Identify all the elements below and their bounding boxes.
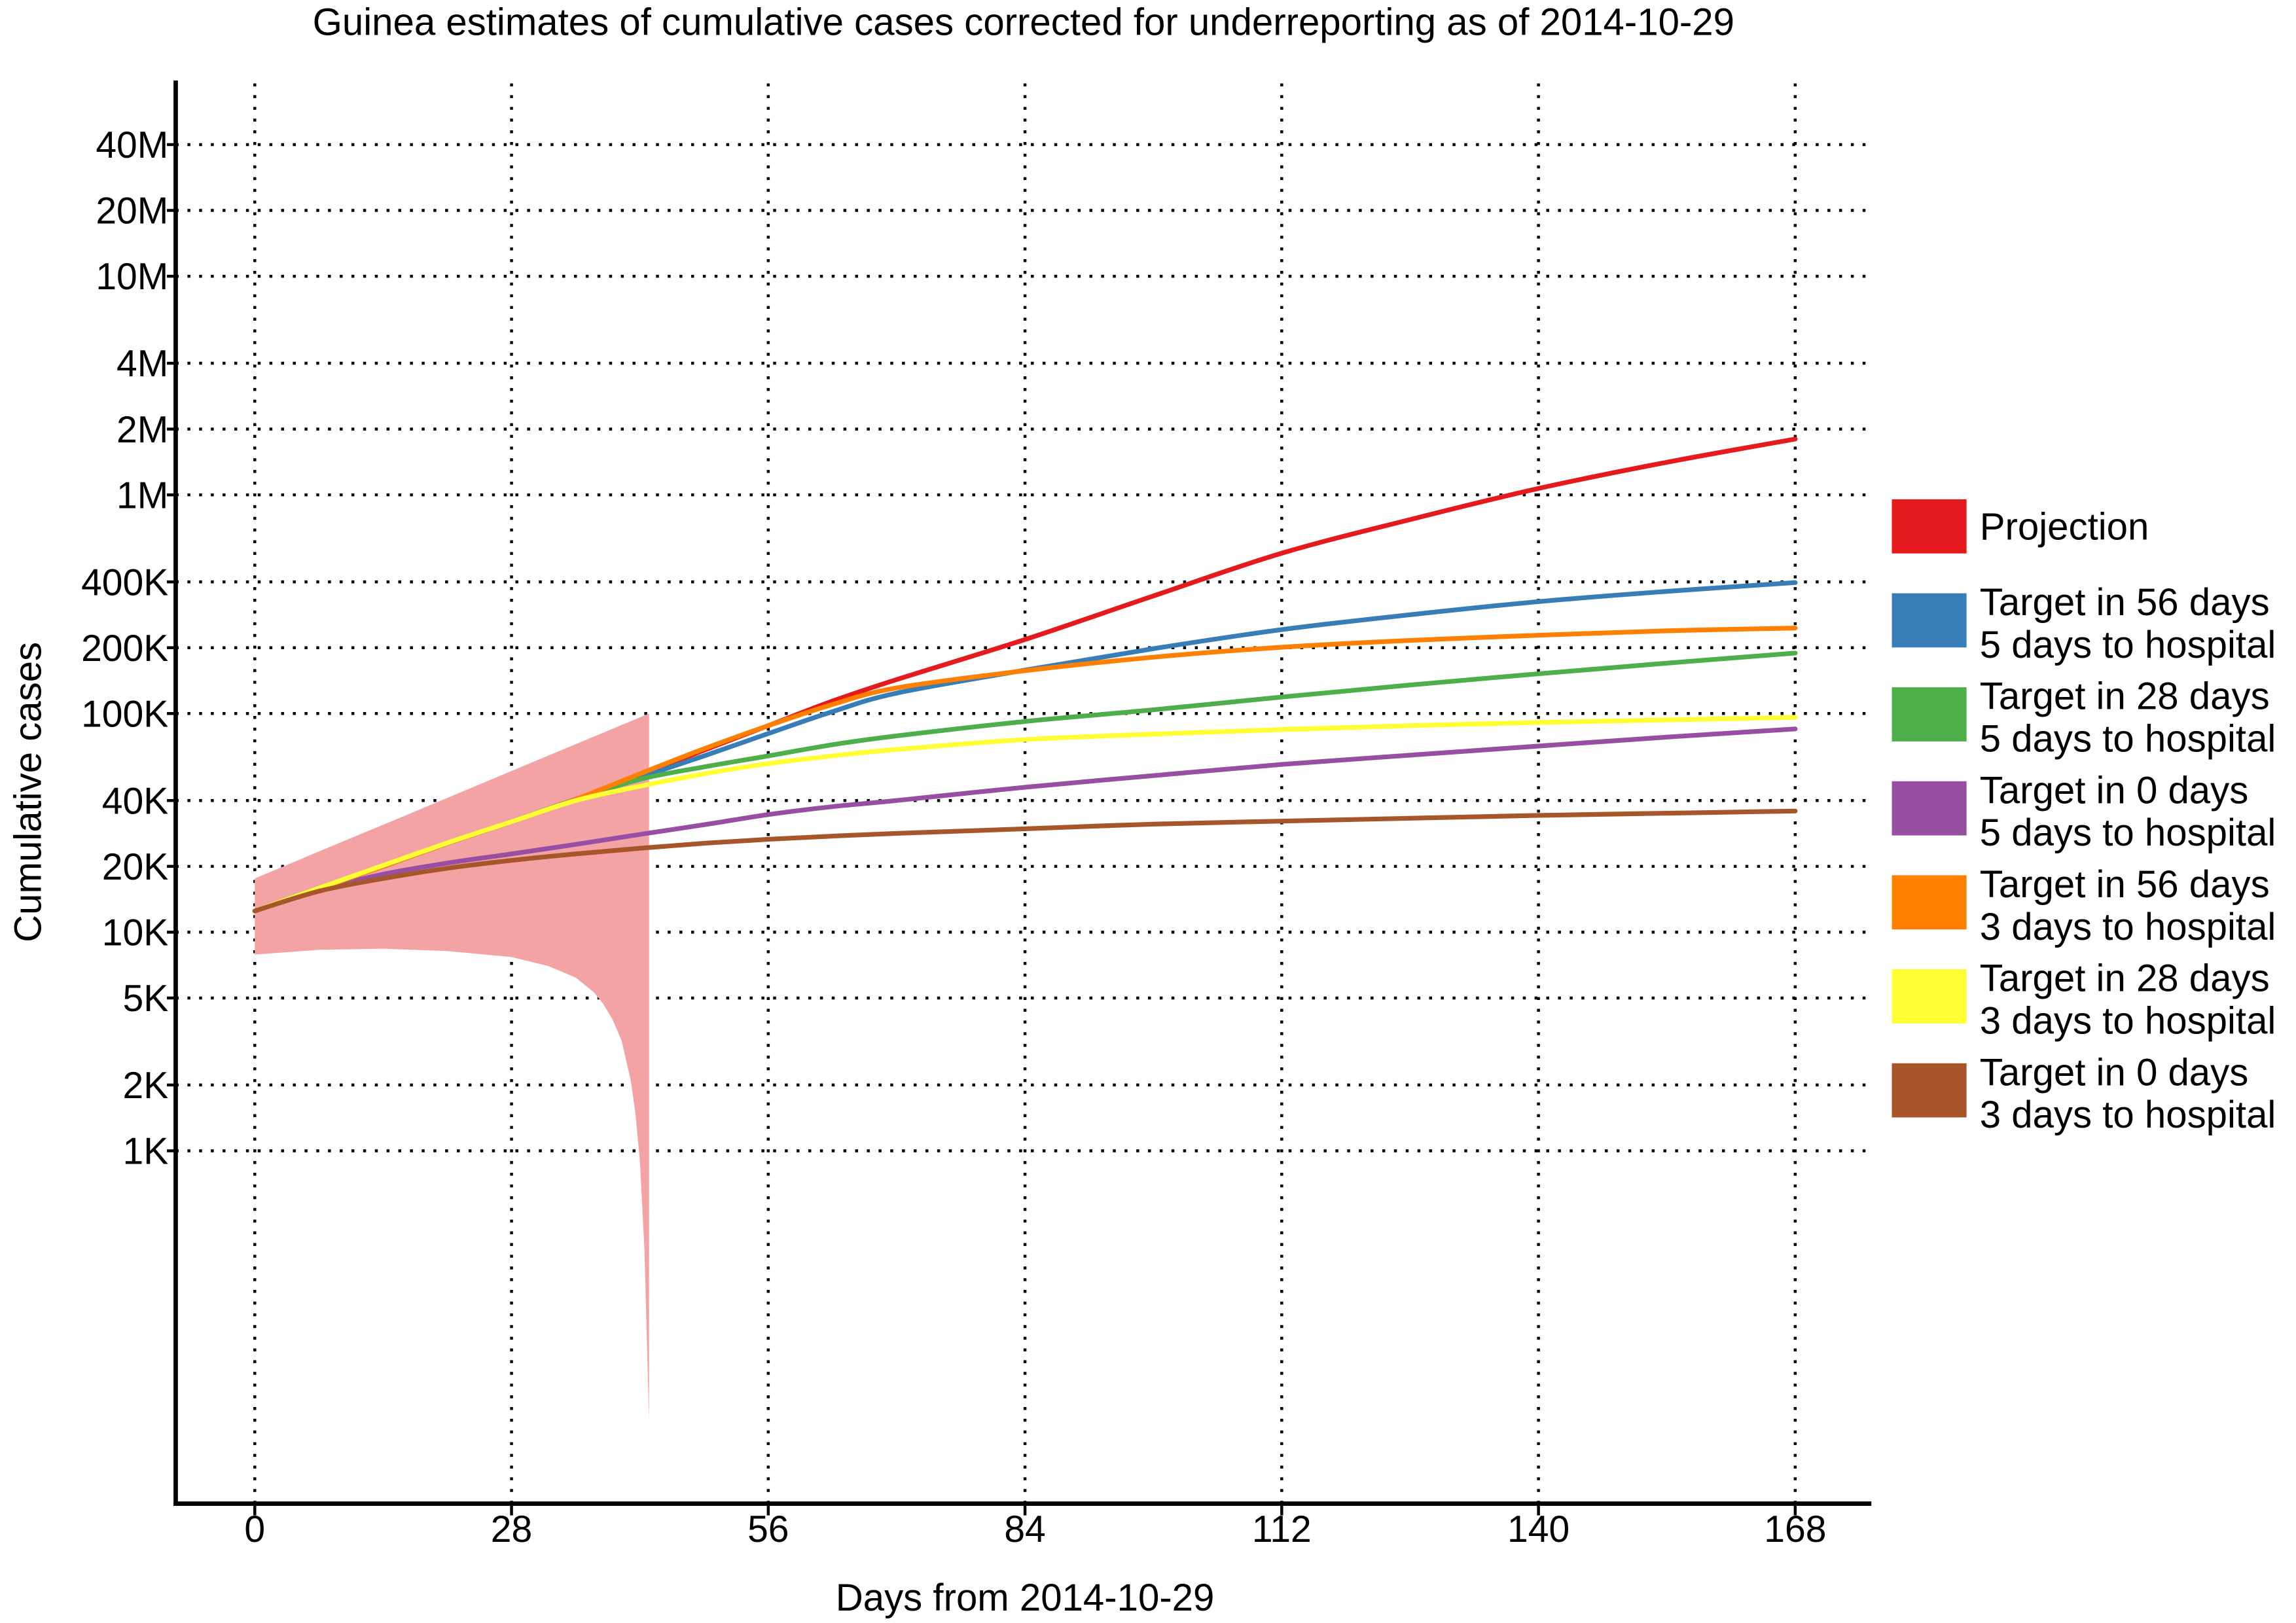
legend-swatch [1892, 781, 1967, 836]
legend-item-projection: Projection [1892, 499, 2149, 554]
y-tick-label: 40M [96, 124, 168, 166]
y-tick-label: 5K [123, 978, 169, 1020]
legend-label: Projection [1980, 505, 2149, 548]
legend-label: 5 days to hospital [1980, 812, 2276, 854]
x-tick-label: 84 [1004, 1508, 1045, 1550]
legend-swatch [1892, 687, 1967, 741]
series-line-target-in-0-days-5-days-to-hospital [252, 726, 1798, 914]
x-tick-label: 28 [491, 1508, 532, 1550]
series-line-target-in-28-days-3-days-to-hospital [252, 715, 1798, 914]
x-axis-label: Days from 2014-10-29 [836, 1577, 1215, 1619]
chart-title: Guinea estimates of cumulative cases cor… [313, 1, 1734, 44]
legend-swatch [1892, 969, 1967, 1024]
legend-label: Target in 28 days [1980, 957, 2270, 1000]
x-axis-ticks: 0 28 56 84 112 140 168 [244, 1506, 1826, 1550]
y-tick-label: 10M [96, 256, 168, 298]
legend-swatch [1892, 499, 1967, 554]
legend-swatch [1892, 1063, 1967, 1118]
legend-swatch [1892, 875, 1967, 930]
y-tick-label: 2M [117, 409, 168, 451]
legend-label: 3 days to hospital [1980, 906, 2276, 948]
series-line-target-in-0-days-3-days-to-hospital [252, 808, 1798, 914]
legend-swatch [1892, 593, 1967, 648]
y-axis-ticks: 40M 20M 10M 4M 2M 1M 400K 200K 100K 40K 20K 10K 5K 2K… [81, 124, 176, 1173]
y-tick-label: 4M [117, 343, 168, 385]
y-tick-label: 40K [102, 780, 168, 822]
y-tick-label: 20K [102, 846, 168, 888]
x-tick-label: 56 [747, 1508, 789, 1550]
y-tick-label: 100K [81, 693, 168, 735]
y-tick-label: 2K [123, 1065, 169, 1107]
legend-label: 3 days to hospital [1980, 1000, 2276, 1043]
y-tick-label: 400K [81, 562, 168, 603]
legend-label: Target in 56 days [1980, 863, 2270, 906]
x-tick-label: 168 [1764, 1508, 1826, 1550]
legend-label: Target in 56 days [1980, 581, 2270, 624]
y-tick-label: 1M [117, 474, 168, 516]
y-axis-label: Cumulative cases [7, 642, 50, 942]
legend-label: 3 days to hospital [1980, 1094, 2276, 1136]
y-tick-label: 10K [102, 912, 168, 954]
x-tick-label: 112 [1252, 1508, 1312, 1550]
x-tick-label: 140 [1507, 1508, 1570, 1550]
legend-label: 5 days to hospital [1980, 718, 2276, 760]
legend-label: 5 days to hospital [1980, 624, 2276, 666]
legend-label: Target in 28 days [1980, 675, 2270, 718]
legend-label: Target in 0 days [1980, 769, 2249, 812]
x-tick-label: 0 [244, 1508, 265, 1550]
y-tick-label: 1K [123, 1131, 169, 1173]
legend-label: Target in 0 days [1980, 1051, 2249, 1094]
y-tick-label: 20M [96, 190, 168, 232]
interval-layer [255, 713, 649, 1421]
y-tick-label: 200K [81, 628, 168, 669]
series-layer [252, 437, 1798, 914]
projection-interval-band [255, 713, 649, 1421]
